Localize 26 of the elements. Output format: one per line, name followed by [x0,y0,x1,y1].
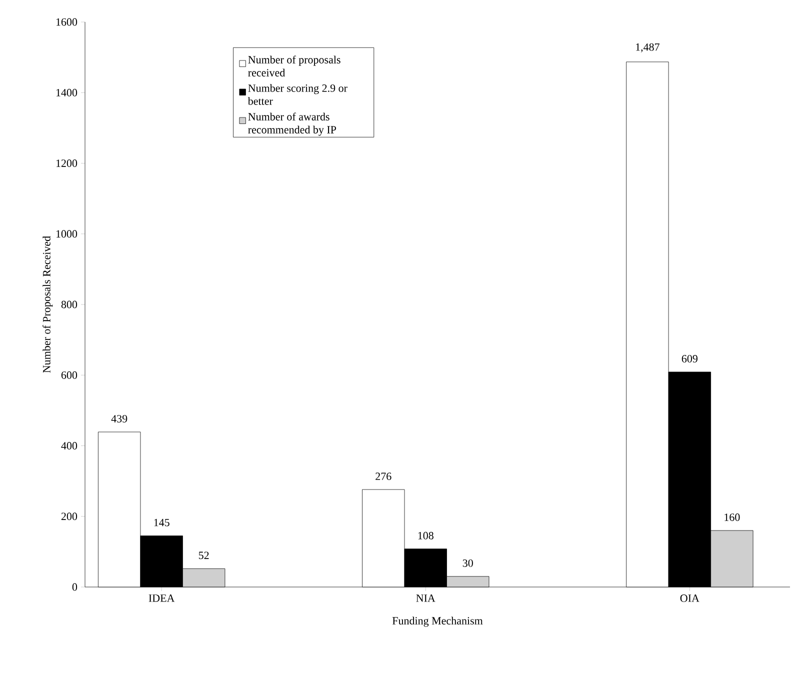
y-tick-label: 600 [61,371,78,379]
y-tick-label: 400 [61,442,78,450]
y-tick-label: 1000 [56,230,78,238]
legend-label: Number of awards recommended by IP [248,112,336,136]
y-tick-label: 0 [72,583,78,591]
data-label: 609 [682,355,698,362]
legend-label: Number of proposals received [248,56,340,76]
data-label: 30 [462,559,473,567]
x-tick-label: IDEA [148,594,175,602]
data-label: 1,487 [636,43,660,52]
data-label: 145 [154,518,170,526]
data-label: 52 [198,552,209,560]
data-label: 160 [724,514,740,521]
y-tick-label: 1400 [56,88,78,96]
data-label: 276 [376,472,392,480]
x-axis-title: Funding Mechanism [392,616,483,627]
legend-label: Number scoring 2.9 or better [248,84,348,105]
x-tick-label: NIA [416,594,436,602]
data-label: 439 [111,415,128,422]
y-tick-label: 200 [61,512,78,520]
y-tick-label: 1200 [56,160,78,167]
data-label: 108 [418,532,434,540]
y-tick-label: 800 [61,300,78,308]
y-tick-label: 1600 [56,18,78,26]
x-tick-label: OIA [680,594,700,602]
y-axis-title: Number of Proposals Received [42,236,53,373]
